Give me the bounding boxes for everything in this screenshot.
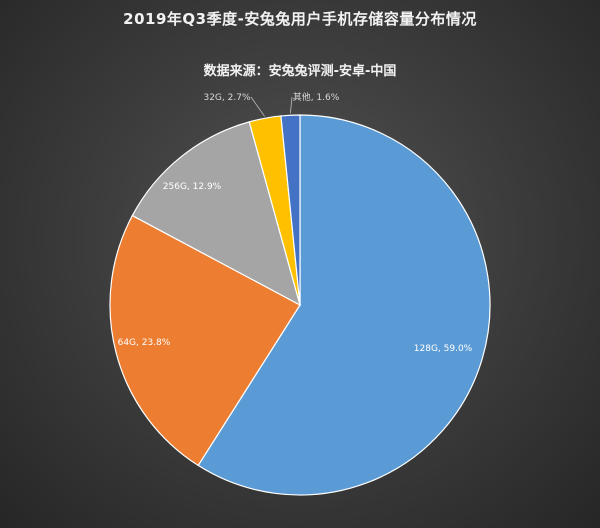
chart-subtitle: 数据来源：安兔兔评测-安卓-中国 — [203, 64, 397, 79]
leader-line-其他 — [290, 96, 293, 114]
data-label-其他: 其他, 1.6% — [293, 91, 340, 103]
chart-title: 2019年Q3季度-安兔兔用户手机存储容量分布情况 — [123, 10, 477, 28]
pie-slice-256G — [131, 121, 301, 307]
data-label-64G: 64G, 23.8% — [118, 338, 171, 348]
data-label-128G: 128G, 59.0% — [414, 344, 473, 354]
pie-slice-其他 — [280, 114, 301, 306]
data-label-32G: 32G, 2.7% — [203, 93, 250, 103]
leader-lines — [250, 96, 293, 117]
pie-slice-64G — [109, 214, 301, 467]
data-labels: 128G, 59.0% 64G, 23.8% 256G, 12.9% 32G, 2.7… — [118, 91, 473, 354]
leader-line-32G — [250, 96, 265, 117]
pie-slices — [109, 114, 491, 496]
pie-slice-128G — [197, 114, 491, 496]
data-label-256G: 256G, 12.9% — [163, 182, 222, 192]
